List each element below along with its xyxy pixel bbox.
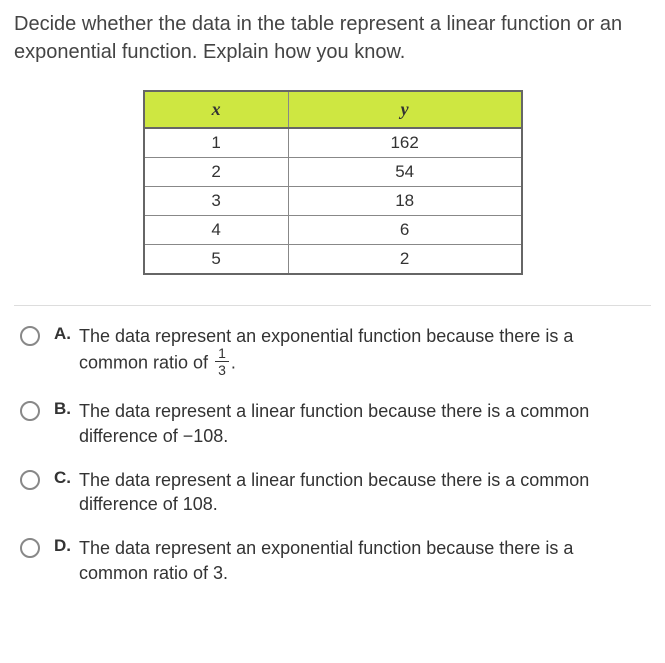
radio-icon — [20, 401, 40, 421]
cell-y: 2 — [288, 245, 521, 275]
cell-y: 162 — [288, 128, 521, 158]
option-a-post: . — [231, 353, 236, 373]
option-letter: D. — [54, 536, 71, 556]
fraction: 13 — [215, 346, 229, 377]
col-header-x: x — [144, 91, 289, 128]
option-text: The data represent a linear function bec… — [79, 399, 645, 448]
radio-icon — [20, 326, 40, 346]
option-c[interactable]: C. The data represent a linear function … — [20, 468, 645, 517]
option-text: The data represent an exponential functi… — [79, 324, 645, 379]
table-row: 3 18 — [144, 187, 522, 216]
fraction-num: 1 — [215, 346, 229, 362]
divider — [14, 305, 651, 306]
table-row: 4 6 — [144, 216, 522, 245]
cell-x: 3 — [144, 187, 289, 216]
option-text: The data represent a linear function bec… — [79, 468, 645, 517]
data-table: x y 1 162 2 54 3 18 4 6 5 2 — [143, 90, 523, 275]
table-row: 1 162 — [144, 128, 522, 158]
col-header-y: y — [288, 91, 521, 128]
option-letter: A. — [54, 324, 71, 344]
option-letter: C. — [54, 468, 71, 488]
question-text: Decide whether the data in the table rep… — [14, 10, 651, 66]
option-letter: B. — [54, 399, 71, 419]
cell-y: 6 — [288, 216, 521, 245]
option-a-pre: The data represent an exponential functi… — [79, 326, 573, 373]
option-a[interactable]: A. The data represent an exponential fun… — [20, 324, 645, 379]
table-row: 5 2 — [144, 245, 522, 275]
cell-x: 1 — [144, 128, 289, 158]
cell-y: 18 — [288, 187, 521, 216]
radio-icon — [20, 470, 40, 490]
option-b[interactable]: B. The data represent a linear function … — [20, 399, 645, 448]
cell-x: 4 — [144, 216, 289, 245]
cell-y: 54 — [288, 158, 521, 187]
fraction-den: 3 — [215, 362, 229, 377]
options-group: A. The data represent an exponential fun… — [14, 324, 651, 585]
option-d[interactable]: D. The data represent an exponential fun… — [20, 536, 645, 585]
option-text: The data represent an exponential functi… — [79, 536, 645, 585]
table-row: 2 54 — [144, 158, 522, 187]
data-table-wrap: x y 1 162 2 54 3 18 4 6 5 2 — [14, 90, 651, 275]
radio-icon — [20, 538, 40, 558]
cell-x: 5 — [144, 245, 289, 275]
cell-x: 2 — [144, 158, 289, 187]
